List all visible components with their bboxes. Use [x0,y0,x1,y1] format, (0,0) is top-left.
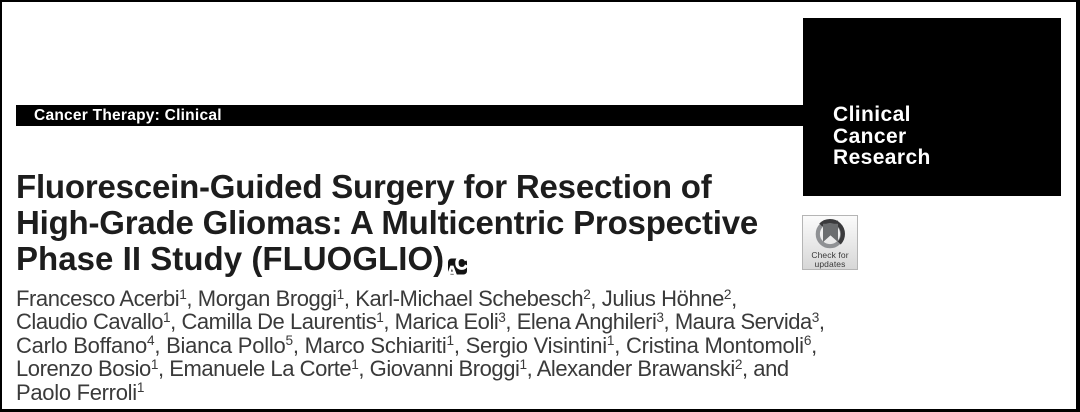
svg-text:A: A [448,263,458,276]
svg-text:C: C [455,256,468,274]
